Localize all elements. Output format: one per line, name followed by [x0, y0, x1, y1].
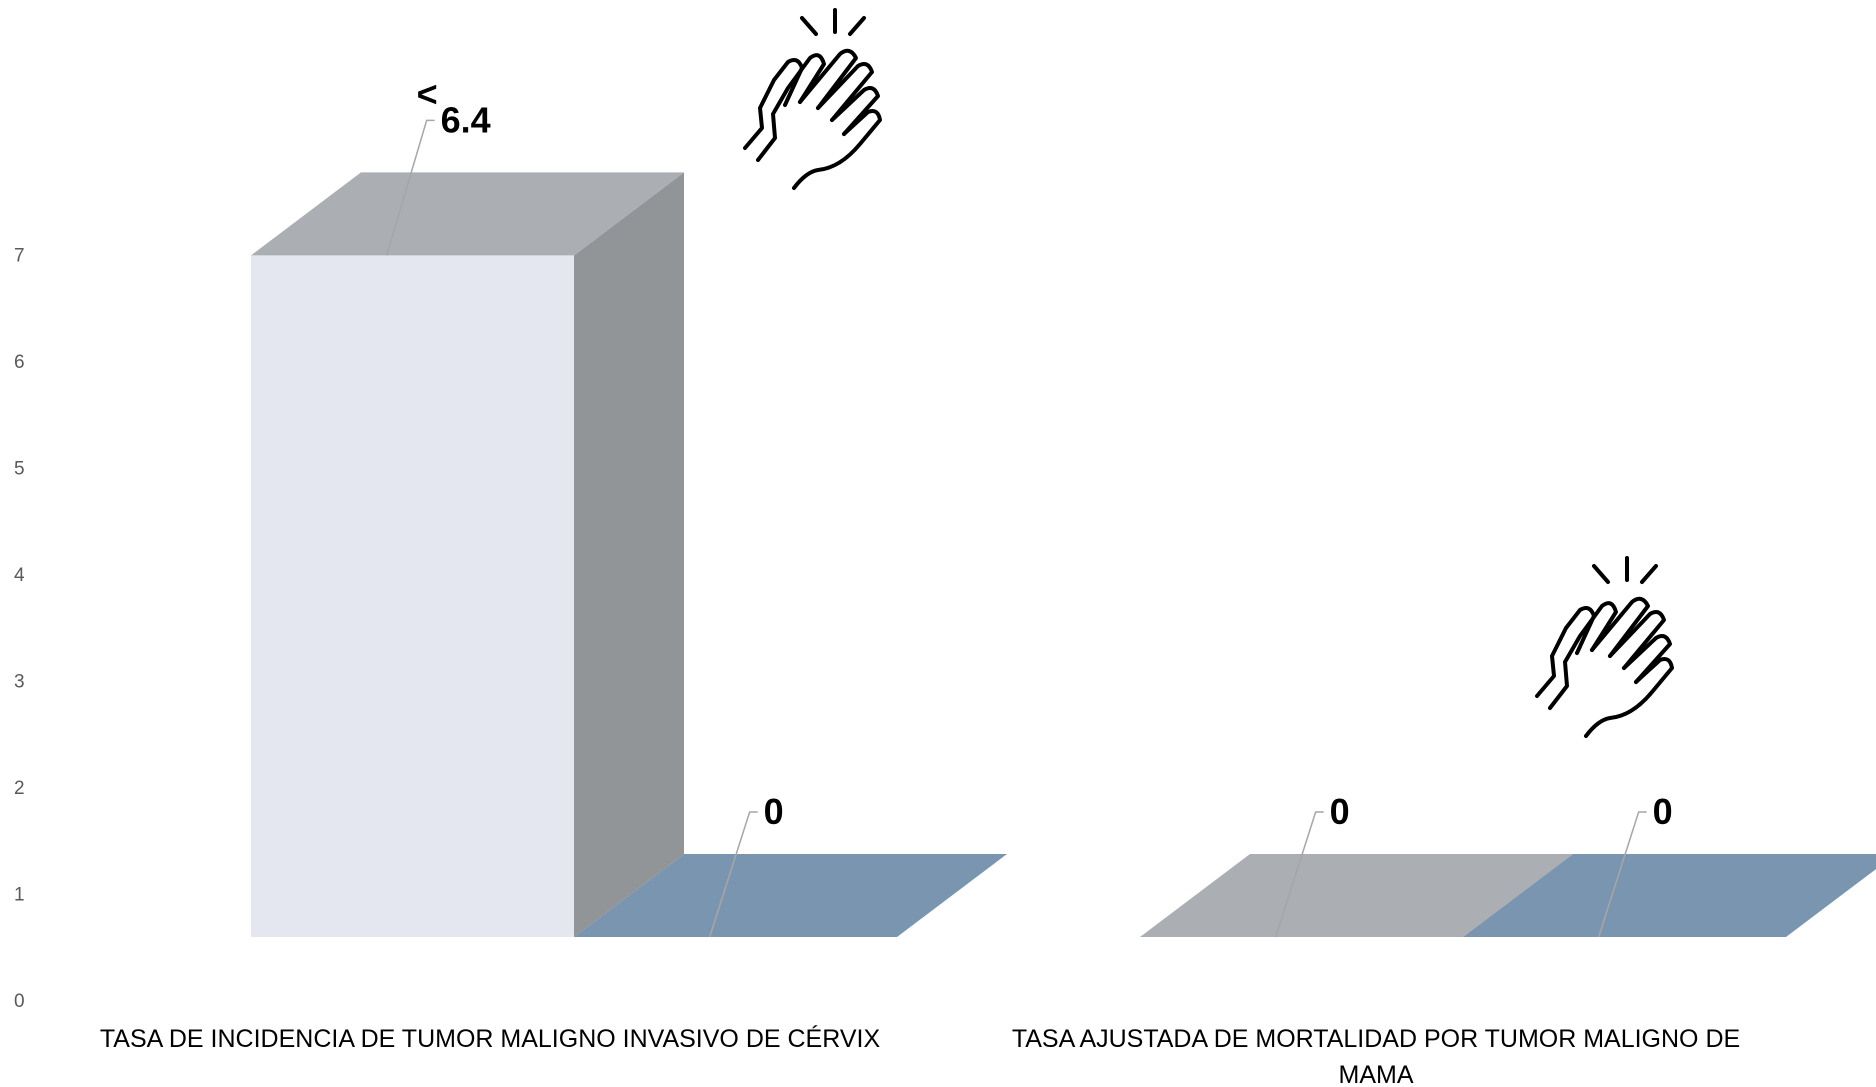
y-tick-label: 3	[14, 672, 25, 693]
category-labels: TASA DE INCIDENCIA DE TUMOR MALIGNO INVA…	[100, 1024, 1740, 1087]
clapping-hands-icon	[743, 8, 882, 190]
leader-line	[1274, 811, 1324, 938]
category-label: TASA AJUSTADA DE MORTALIDAD POR TUMOR MA…	[1012, 1025, 1740, 1053]
data-label-prefix: <	[417, 73, 438, 114]
bar	[1463, 854, 1876, 937]
bar-side	[574, 172, 684, 937]
data-label: 6.4	[441, 99, 491, 140]
y-tick-label: 2	[14, 778, 25, 799]
bar	[574, 854, 1007, 937]
data-label: 0	[1653, 791, 1673, 832]
bars	[251, 172, 1876, 937]
y-tick-label: 5	[14, 459, 25, 480]
y-axis-ticks: 0 1 2 3 4 5 6 7	[14, 246, 25, 1013]
bar-top	[574, 854, 1007, 937]
bar-top	[251, 172, 684, 256]
y-tick-label: 4	[14, 565, 25, 586]
data-label: 0	[1330, 791, 1350, 832]
leader-line	[1597, 811, 1647, 938]
category-label: MAMA	[1339, 1061, 1414, 1087]
data-labels: 6.4<0 0 0	[385, 73, 1673, 938]
category-label: TASA DE INCIDENCIA DE TUMOR MALIGNO INVA…	[100, 1024, 881, 1053]
bar-top	[1140, 854, 1573, 937]
bar	[1140, 854, 1573, 937]
leader-line	[708, 811, 758, 938]
y-tick-label: 7	[14, 246, 25, 267]
clapping-hands-icon	[1535, 556, 1674, 738]
y-tick-label: 0	[14, 991, 25, 1012]
data-label: 0	[764, 791, 784, 832]
bar	[251, 172, 684, 937]
leader-line	[385, 119, 435, 256]
y-tick-label: 6	[14, 352, 25, 373]
y-tick-label: 1	[14, 885, 25, 906]
bar-top	[1463, 854, 1876, 937]
bar-front	[251, 255, 574, 937]
